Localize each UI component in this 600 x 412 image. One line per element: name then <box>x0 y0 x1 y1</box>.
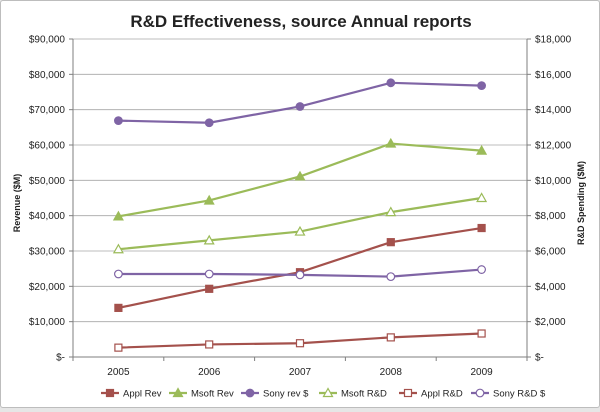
data-point <box>114 343 123 352</box>
data-point <box>386 333 395 342</box>
series-appl-rev <box>114 223 486 312</box>
data-point <box>204 118 214 128</box>
data-point <box>385 206 397 217</box>
data-point <box>113 269 123 279</box>
data-point <box>203 234 215 245</box>
series-group <box>112 78 488 352</box>
left-tick-label: $20,000 <box>29 282 66 293</box>
left-tick-label: $70,000 <box>29 105 66 116</box>
legend-item-sony-rev: Sony rev $ <box>241 389 309 400</box>
series-sony-rev <box>113 78 487 128</box>
data-point <box>203 194 215 205</box>
legend-label: Appl Rev <box>123 389 162 400</box>
data-point <box>294 170 306 181</box>
left-tick-label: $60,000 <box>29 141 66 152</box>
x-tick-label: 2009 <box>470 367 493 378</box>
data-point <box>113 116 123 126</box>
left-tick-label: $50,000 <box>29 176 66 187</box>
legend-item-msoft-r-d: Msoft R&D <box>319 387 387 400</box>
series-sony-r-d <box>113 265 487 282</box>
series-line <box>118 226 482 309</box>
legend-item-msoft-rev: Msoft Rev <box>169 387 234 400</box>
data-point <box>477 81 487 91</box>
series-line <box>118 196 482 251</box>
data-point <box>386 238 395 247</box>
left-tick-label: $- <box>56 353 65 364</box>
right-tick-label: $8,000 <box>535 211 566 222</box>
data-point <box>295 339 305 348</box>
legend-label: Sony R&D $ <box>493 389 546 400</box>
right-tick-label: $18,000 <box>535 35 572 46</box>
data-point <box>295 102 305 111</box>
legend-item-sony-r-d: Sony R&D $ <box>471 389 546 400</box>
data-point <box>477 265 487 274</box>
right-tick-label: $- <box>535 353 544 364</box>
left-tick-label: $10,000 <box>29 317 66 328</box>
legend-swatch-marker <box>245 388 255 398</box>
left-tick-label: $40,000 <box>29 211 66 222</box>
data-point <box>295 270 305 280</box>
x-tick-label: 2007 <box>289 367 312 378</box>
data-point <box>112 210 124 221</box>
x-tick-label: 2006 <box>198 367 221 378</box>
left-axis-ticks: $- $10,000 $20,000 $30,000 $40,000 $50,000 $60… <box>29 35 73 364</box>
series-msoft-rev <box>112 137 488 221</box>
legend-label: Msoft R&D <box>341 389 387 400</box>
x-axis-ticks: 2005 2006 2007 2008 2009 <box>72 357 528 378</box>
legend-label: Msoft Rev <box>191 389 234 400</box>
right-tick-label: $4,000 <box>535 282 566 293</box>
data-point <box>386 272 396 282</box>
legend-item-appl-rev: Appl Rev <box>101 389 162 400</box>
legend-swatch-marker <box>475 388 485 398</box>
right-tick-label: $6,000 <box>535 247 566 258</box>
series-msoft-r-d <box>112 192 488 254</box>
data-point <box>294 225 306 236</box>
chart-title: R&D Effectiveness, source Annual reports <box>130 12 471 31</box>
left-tick-label: $80,000 <box>29 70 66 81</box>
legend-swatch-marker <box>172 387 184 398</box>
x-tick-label: 2005 <box>107 367 130 378</box>
legend-swatch-marker <box>322 387 334 398</box>
right-axis-ticks: $- $2,000 $4,000 $6,000 $8,000 $10,000 $12,000… <box>527 35 572 364</box>
data-point <box>477 329 486 338</box>
right-axis-label: R&D Spending ($M) <box>576 161 586 245</box>
legend: Appl Rev Msoft Rev Sony rev $ Msoft R&D Appl… <box>101 387 546 400</box>
data-point <box>476 144 488 155</box>
data-point <box>205 340 214 349</box>
legend-swatch-marker <box>403 388 413 398</box>
legend-label: Sony rev $ <box>263 389 309 400</box>
legend-label: Appl R&D <box>421 389 463 400</box>
data-point <box>476 192 488 203</box>
legend-item-appl-r-d: Appl R&D <box>399 389 463 400</box>
right-tick-label: $14,000 <box>535 105 572 116</box>
x-tick-label: 2008 <box>380 367 403 378</box>
data-point <box>112 243 124 254</box>
legend-swatch-marker <box>105 388 115 398</box>
data-point <box>386 78 396 88</box>
data-point <box>385 137 397 148</box>
axes <box>72 39 528 358</box>
data-point <box>204 269 214 279</box>
right-tick-label: $10,000 <box>535 176 572 187</box>
data-point <box>114 303 123 312</box>
right-tick-label: $16,000 <box>535 70 572 81</box>
series-appl-r-d <box>114 329 486 352</box>
data-point <box>477 223 486 233</box>
right-tick-label: $2,000 <box>535 317 566 328</box>
left-tick-label: $90,000 <box>29 35 66 46</box>
right-tick-label: $12,000 <box>535 141 572 152</box>
left-axis-label: Revenue ($M) <box>12 174 22 233</box>
left-tick-label: $30,000 <box>29 247 66 258</box>
data-point <box>205 284 214 293</box>
